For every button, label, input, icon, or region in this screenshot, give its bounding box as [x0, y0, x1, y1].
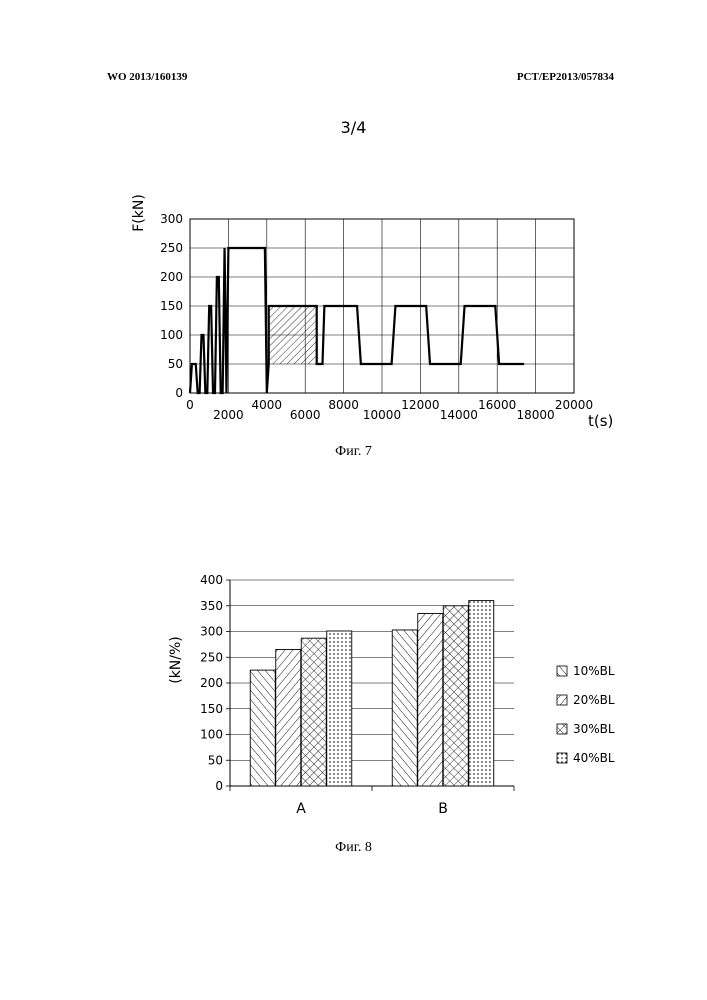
y-tick-label: 200 [200, 676, 223, 690]
figure-7-caption: Фиг. 7 [0, 444, 707, 460]
y-axis-label: F(kN) [131, 194, 147, 232]
y-tick-label: 100 [200, 728, 223, 742]
bar [327, 631, 352, 786]
category-label: A [296, 801, 306, 817]
bar [443, 606, 468, 786]
bar [469, 601, 494, 786]
y-tick-label: 50 [208, 753, 223, 767]
y-tick-label: 0 [215, 779, 223, 793]
series-line [190, 248, 269, 393]
x-axis-label: t(s) [588, 412, 613, 430]
y-tick-label: 100 [160, 328, 183, 342]
legend-label: 30%BL [573, 722, 615, 736]
y-tick-label: 400 [200, 573, 223, 587]
category-label: B [438, 801, 448, 817]
figure-8-caption: Фиг. 8 [0, 840, 707, 856]
figure-7-line-chart: F(kN) t(s) 0 50 100 150 200 250 300 0 2000 4000 60… [131, 194, 613, 430]
x-tick-label: 0 [186, 398, 194, 412]
x-tick-label: 6000 [290, 408, 321, 422]
y-tick-label: 250 [160, 241, 183, 255]
bar [301, 638, 326, 786]
x-tick-label: 12000 [401, 398, 439, 412]
y-tick-label: 150 [200, 702, 223, 716]
bar [276, 650, 301, 786]
y-tick-label: 250 [200, 650, 223, 664]
y-tick-label: 200 [160, 270, 183, 284]
y-tick-label: 150 [160, 299, 183, 313]
bar [250, 670, 275, 786]
y-axis-label: (kN/%) [168, 636, 184, 684]
x-tick-label: 10000 [363, 408, 401, 422]
legend-label: 40%BL [573, 751, 615, 765]
legend-swatch [557, 666, 567, 676]
legend-swatch [557, 753, 567, 763]
hatched-region [269, 306, 317, 364]
figure-8-bar-chart: (kN/%) 0 50 100 150 200 250 300 350 400 A B 10%BL 20… [168, 573, 615, 817]
x-tick-label: 16000 [478, 398, 516, 412]
x-tick-label: 18000 [517, 408, 555, 422]
x-tick-label: 8000 [328, 398, 359, 412]
y-tick-label: 50 [168, 357, 183, 371]
legend-swatch [557, 724, 567, 734]
x-tick-label: 4000 [252, 398, 283, 412]
x-tick-label: 20000 [555, 398, 593, 412]
bar [418, 613, 443, 786]
legend-label: 20%BL [573, 693, 615, 707]
y-tick-label: 300 [200, 625, 223, 639]
legend-label: 10%BL [573, 664, 615, 678]
x-tick-label: 14000 [440, 408, 478, 422]
y-tick-label: 350 [200, 599, 223, 613]
x-tick-label: 2000 [213, 408, 244, 422]
legend-swatch [557, 695, 567, 705]
bar [392, 630, 417, 786]
y-tick-label: 300 [160, 212, 183, 226]
y-tick-label: 0 [175, 386, 183, 400]
